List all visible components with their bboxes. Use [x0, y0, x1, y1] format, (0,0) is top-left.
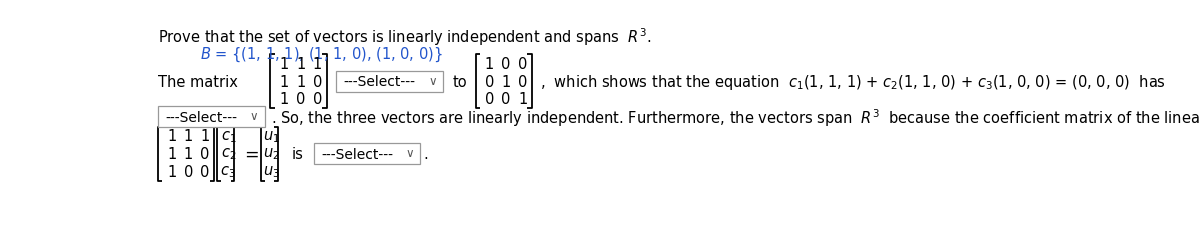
Text: . So, the three vectors are linearly independent. Furthermore, the vectors span : . So, the three vectors are linearly ind…: [271, 106, 1200, 128]
Text: 1: 1: [280, 57, 289, 72]
Text: 1: 1: [313, 57, 322, 72]
Text: 1: 1: [296, 57, 305, 72]
Text: 0: 0: [518, 74, 528, 89]
Text: 0: 0: [200, 147, 210, 161]
Text: $u_1$: $u_1$: [263, 128, 280, 144]
Text: 1: 1: [167, 164, 176, 179]
Text: The matrix: The matrix: [157, 74, 238, 89]
Text: $c_1$: $c_1$: [221, 128, 236, 144]
Text: 0: 0: [184, 164, 193, 179]
Text: Prove that the set of vectors is linearly independent and spans  $R^3$.: Prove that the set of vectors is linearl…: [157, 27, 652, 48]
Text: $c_2$: $c_2$: [221, 146, 236, 162]
Text: $u_2$: $u_2$: [263, 146, 280, 162]
Text: 1: 1: [296, 74, 305, 89]
Text: ∨: ∨: [250, 110, 258, 123]
Text: $u_3$: $u_3$: [263, 164, 280, 180]
Text: 0: 0: [200, 164, 210, 179]
Text: $c_3$: $c_3$: [221, 164, 236, 180]
Text: 1: 1: [167, 147, 176, 161]
Text: 1: 1: [485, 57, 494, 72]
Text: 0: 0: [296, 92, 306, 107]
Text: 1: 1: [200, 129, 210, 144]
Text: 1: 1: [167, 129, 176, 144]
Text: $\mathit{B}$ = {(1, 1, 1), (1, 1, 0), (1, 0, 0)}: $\mathit{B}$ = {(1, 1, 1), (1, 1, 0), (1…: [200, 45, 443, 63]
Text: 1: 1: [280, 74, 289, 89]
FancyBboxPatch shape: [157, 107, 265, 128]
Text: 1: 1: [280, 92, 289, 107]
Text: 1: 1: [184, 129, 193, 144]
Text: 0: 0: [502, 92, 511, 107]
Text: 1: 1: [518, 92, 528, 107]
Text: ∨: ∨: [428, 75, 437, 88]
Text: 0: 0: [502, 57, 511, 72]
Text: is: is: [292, 147, 304, 161]
Text: 1: 1: [502, 74, 511, 89]
Text: ---Select---: ---Select---: [322, 147, 394, 161]
Text: 1: 1: [184, 147, 193, 161]
Text: ∨: ∨: [406, 147, 414, 160]
Text: 0: 0: [518, 57, 528, 72]
Text: 0: 0: [485, 74, 494, 89]
Text: .: .: [424, 147, 428, 161]
FancyBboxPatch shape: [336, 71, 443, 92]
Text: 0: 0: [313, 74, 322, 89]
Text: 0: 0: [485, 92, 494, 107]
Text: to: to: [452, 74, 467, 89]
Text: ---Select---: ---Select---: [166, 110, 238, 124]
FancyBboxPatch shape: [313, 144, 420, 164]
Text: ---Select---: ---Select---: [343, 75, 415, 89]
Text: =: =: [244, 145, 258, 163]
Text: 0: 0: [313, 92, 322, 107]
Text: ,  which shows that the equation  $c_1$(1, 1, 1) + $c_2$(1, 1, 0) + $c_3$(1, 0, : , which shows that the equation $c_1$(1,…: [540, 72, 1166, 91]
